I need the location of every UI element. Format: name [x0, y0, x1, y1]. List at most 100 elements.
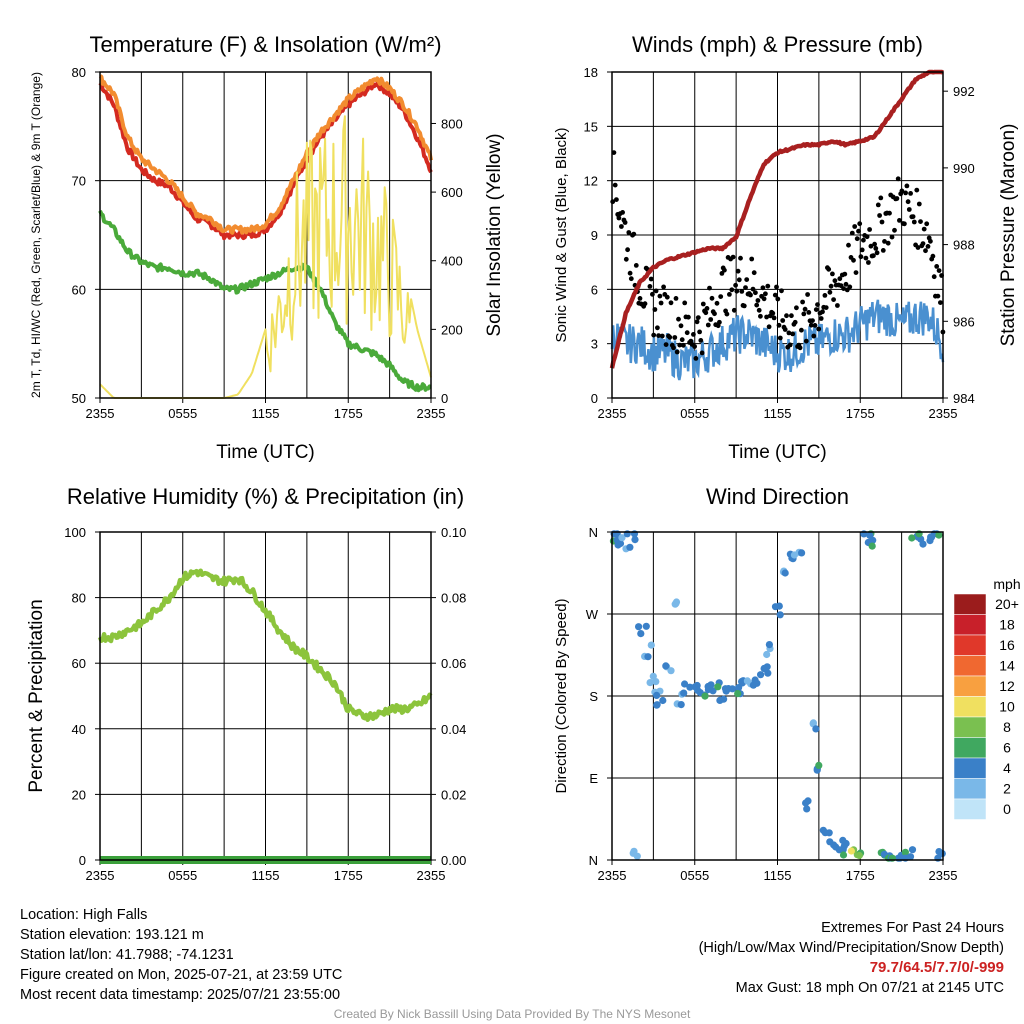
gust-point — [733, 282, 738, 288]
gust-point — [678, 323, 684, 329]
gust-point — [661, 284, 666, 290]
gust-point — [874, 250, 880, 256]
gust-point — [704, 306, 710, 311]
gust-point — [822, 293, 828, 298]
gust-point — [651, 332, 657, 338]
legend-label: 12 — [999, 678, 1015, 694]
y2-tick-label: 988 — [953, 238, 975, 253]
direction-point — [646, 679, 654, 687]
gust-point — [799, 327, 804, 333]
gust-point — [755, 298, 761, 303]
direction-point — [757, 671, 765, 679]
gust-point — [875, 202, 881, 208]
direction-point — [631, 536, 639, 544]
gust-point — [753, 290, 758, 296]
chart-title: Winds (mph) & Pressure (mb) — [632, 32, 923, 57]
gust-point — [841, 286, 846, 291]
gust-point — [873, 246, 879, 251]
chart-panel-1: Temperature (F) & Insolation (W/m²)2355 0… — [29, 32, 505, 463]
gust-point — [754, 302, 760, 308]
direction-point — [753, 679, 761, 687]
gust-point — [880, 248, 886, 253]
series-line-rh — [97, 568, 433, 723]
gust-point — [627, 270, 633, 276]
gust-point — [812, 323, 818, 328]
gust-point — [673, 296, 679, 301]
direction-point — [803, 805, 811, 813]
gust-point — [811, 333, 817, 339]
gust-point — [852, 224, 858, 229]
y2-tick-label: 984 — [953, 391, 975, 406]
gust-point — [776, 322, 782, 328]
direction-point — [635, 623, 643, 631]
legend-label: 14 — [999, 658, 1015, 674]
direction-point — [714, 683, 722, 691]
gust-point — [763, 291, 768, 297]
gust-point — [700, 301, 706, 307]
direction-point — [662, 662, 670, 670]
gust-point — [647, 284, 653, 289]
gust-point — [846, 242, 851, 248]
direction-point — [809, 719, 818, 727]
direction-point — [771, 603, 780, 611]
x-tick-label: 2355 — [86, 868, 115, 883]
extremes-values: 79.7/64.5/7.7/0/-999 — [869, 959, 1004, 976]
gust-point — [744, 277, 750, 282]
gust-point — [889, 234, 895, 240]
gust-point — [626, 230, 632, 235]
gust-point — [735, 268, 741, 274]
direction-point — [868, 542, 876, 550]
gust-point — [714, 300, 720, 306]
gust-point — [750, 286, 756, 292]
legend-swatch — [953, 655, 987, 677]
direction-point — [734, 690, 742, 698]
y2-tick-label: 800 — [441, 116, 463, 131]
y-tick-label: 50 — [72, 391, 86, 406]
gust-point — [676, 316, 681, 322]
gust-point — [902, 221, 907, 227]
y-tick-label: S — [589, 689, 598, 704]
legend-swatch — [953, 634, 987, 656]
x-tick-label: 2355 — [929, 406, 958, 421]
direction-point — [693, 681, 701, 690]
direction-point — [642, 622, 650, 630]
gust-point — [724, 311, 730, 317]
gust-point — [885, 240, 891, 246]
gust-point — [826, 266, 832, 272]
direction-point — [707, 681, 715, 689]
gust-point — [935, 293, 941, 299]
direction-point — [812, 725, 820, 733]
gust-point — [659, 333, 665, 339]
gust-point — [792, 319, 798, 325]
gust-point — [695, 315, 701, 320]
direction-point — [686, 683, 694, 691]
direction-point — [926, 537, 934, 545]
gust-point — [925, 244, 931, 249]
direction-point — [659, 696, 667, 705]
direction-point — [633, 852, 641, 860]
gust-point — [677, 342, 683, 348]
gust-point — [797, 345, 803, 351]
gust-point — [920, 241, 926, 247]
gust-point — [614, 197, 619, 203]
legend-title: mph — [993, 576, 1020, 592]
gust-point — [717, 319, 722, 325]
gust-point — [892, 227, 897, 233]
legend-label: 2 — [1003, 781, 1011, 797]
gust-point — [751, 270, 757, 276]
x-tick-label: 1155 — [252, 868, 280, 883]
y2-tick-label: 990 — [953, 161, 975, 176]
chart-panel-3: Relative Humidity (%) & Precipitation (i… — [26, 484, 466, 883]
gust-point — [831, 297, 836, 302]
gust-point — [658, 300, 664, 306]
y-tick-label: N — [589, 525, 598, 540]
plot-frame — [611, 531, 944, 861]
gust-point — [936, 268, 942, 273]
gust-point — [771, 315, 777, 321]
direction-point — [908, 534, 916, 542]
direction-point — [840, 842, 848, 850]
gust-point — [910, 214, 916, 220]
direction-point — [839, 851, 848, 859]
station-info: Location: High Falls Station elevation: … — [20, 905, 342, 1005]
gust-point — [671, 345, 676, 351]
